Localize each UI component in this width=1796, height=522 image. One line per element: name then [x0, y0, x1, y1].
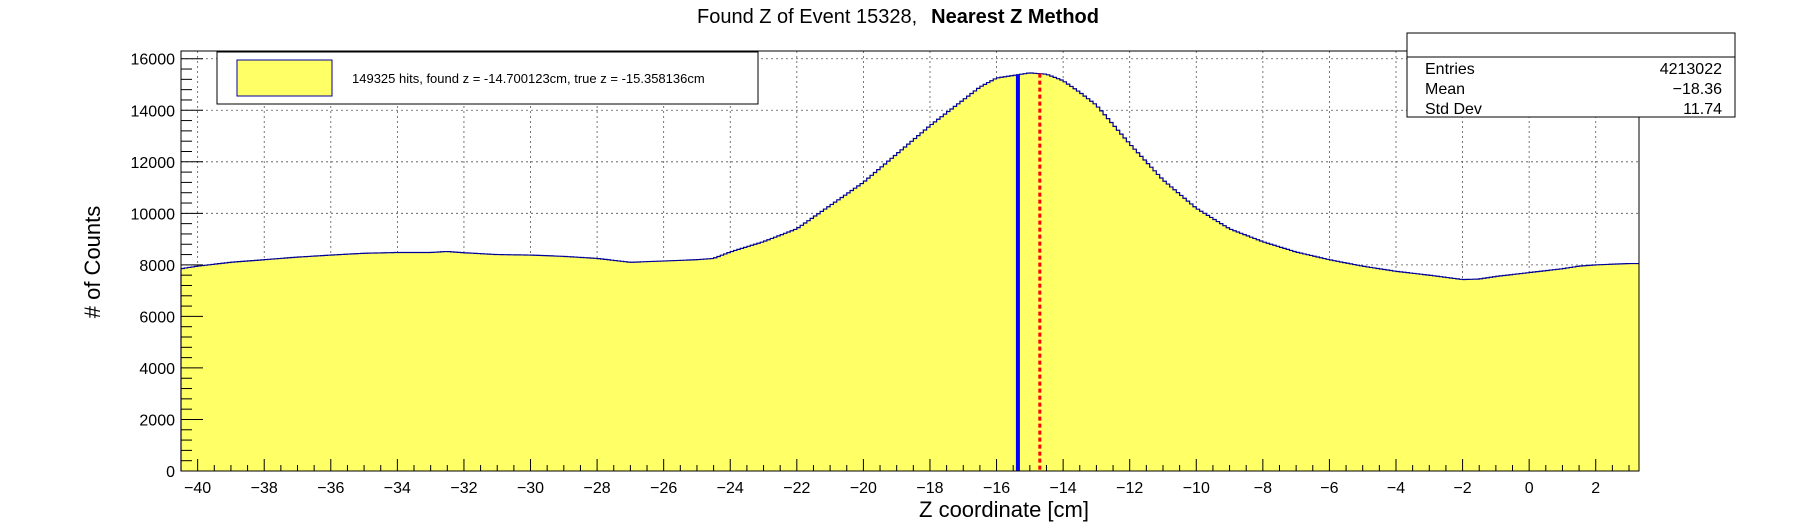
x-tick-label: −26 [650, 480, 677, 497]
x-tick-label: −32 [450, 480, 477, 497]
stats-mean-name: Mean [1425, 81, 1465, 98]
stats-stddev-value: 11.74 [1683, 101, 1722, 118]
y-axis-label: # of Counts [80, 206, 105, 319]
x-tick-label: 0 [1525, 480, 1534, 497]
stats-entries-name: Entries [1425, 61, 1475, 78]
x-tick-label: 2 [1591, 480, 1600, 497]
legend-label: 149325 hits, found z = -14.700123cm, tru… [352, 71, 705, 86]
x-tick-label: −22 [783, 480, 810, 497]
x-tick-label: −40 [184, 480, 211, 497]
y-tick-label: 16000 [131, 52, 176, 69]
y-tick-label: 2000 [139, 412, 175, 429]
x-tick-label: −2 [1453, 480, 1471, 497]
z-markers [1015, 73, 1042, 471]
y-tick-label: 8000 [139, 258, 175, 275]
x-tick-label: −14 [1050, 480, 1077, 497]
chart-title: Found Z of Event 15328, Nearest Z Method [697, 6, 1099, 28]
legend: 149325 hits, found z = -14.700123cm, tru… [216, 51, 759, 105]
x-tick-label: −24 [717, 480, 744, 497]
x-tick-label: −36 [317, 480, 344, 497]
y-tick-label: 6000 [139, 309, 175, 326]
legend-swatch [236, 59, 333, 97]
x-tick-label: −10 [1183, 480, 1210, 497]
stats-entries-value: 4213022 [1660, 61, 1722, 78]
x-tick-label: −34 [384, 480, 411, 497]
y-tick-label: 12000 [131, 155, 176, 172]
chart-title-prefix: Found Z of Event 15328, [697, 6, 917, 28]
y-tick-label: 4000 [139, 361, 175, 378]
histogram-outline [181, 72, 1639, 281]
x-tick-label: −38 [251, 480, 278, 497]
stats-box-frame [1406, 32, 1736, 118]
chart-title-method: Nearest Z Method [931, 6, 1099, 28]
x-tick-label: −6 [1320, 480, 1338, 497]
x-tick-label: −4 [1387, 480, 1405, 497]
x-tick-label: −12 [1116, 480, 1143, 497]
y-tick-label: 10000 [131, 206, 176, 223]
y-tick-label: 14000 [131, 103, 176, 120]
plot-border [180, 50, 1640, 472]
x-tick-label: −28 [584, 480, 611, 497]
x-tick-label: −20 [850, 480, 877, 497]
x-tick-label: −30 [517, 480, 544, 497]
x-tick-label: −16 [983, 480, 1010, 497]
x-tick-label: −18 [916, 480, 943, 497]
x-axis-label: Z coordinate [cm] [919, 497, 1089, 522]
stats-mean-value: −18.36 [1673, 81, 1722, 98]
y-tick-label: 0 [166, 464, 175, 481]
stats-box: Entries 4213022 Mean −18.36 Std Dev 11.7… [1406, 32, 1736, 118]
histogram-fill [181, 73, 1639, 472]
stats-stddev-name: Std Dev [1425, 101, 1482, 118]
axes: −40 −38 −36 −34 −32 −30 −28 −26 −24 −22 −20 −18 −16−… [131, 52, 1630, 497]
x-tick-label: −8 [1254, 480, 1272, 497]
